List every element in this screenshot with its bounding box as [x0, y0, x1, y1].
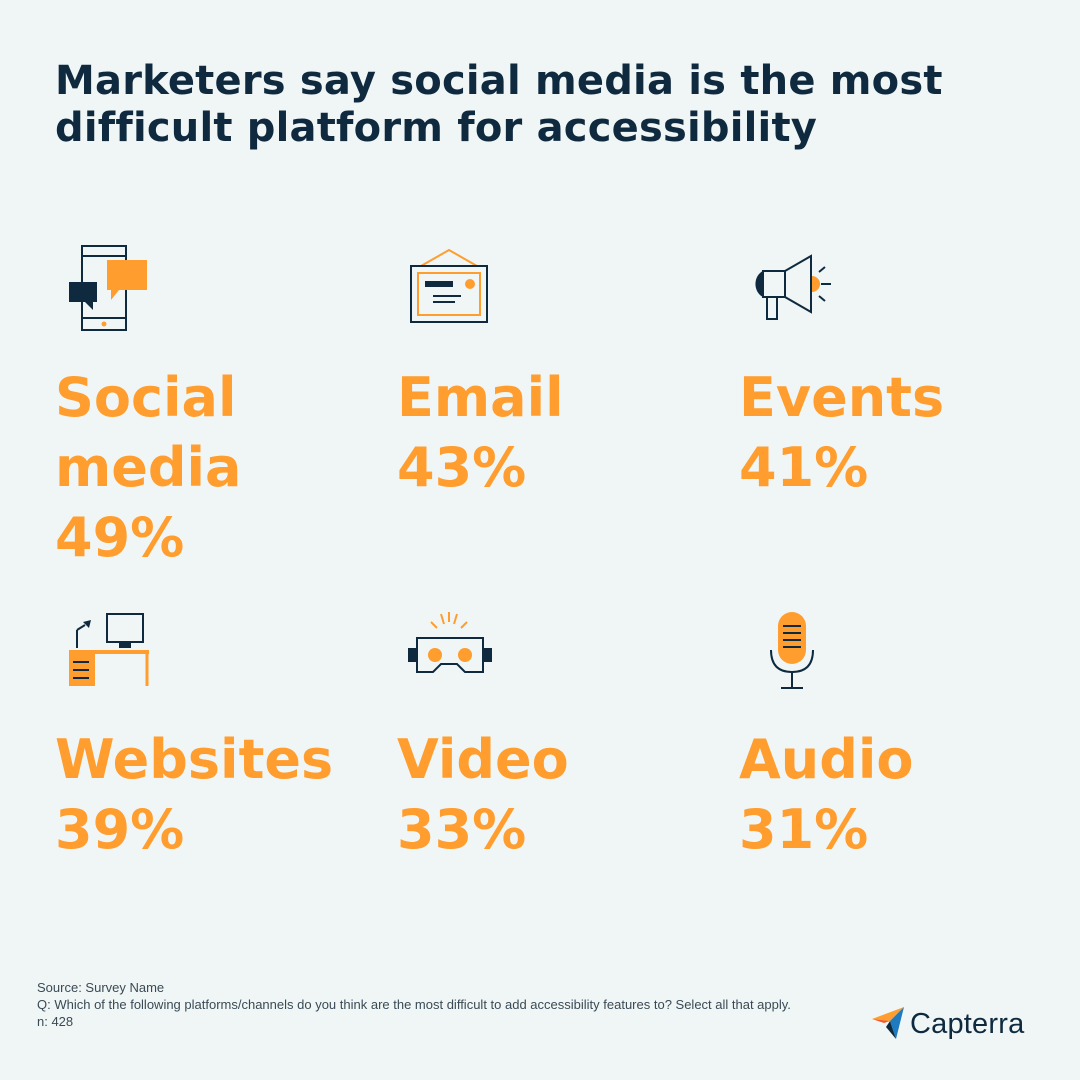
stat-percent: 43% [397, 436, 527, 499]
source-text: Source: Survey Name [37, 980, 165, 995]
stat-audio: Audio 31% [739, 600, 1069, 861]
source-footer: Source: Survey Name Q: Which of the foll… [37, 979, 837, 1030]
stat-events: Events 41% [739, 238, 1069, 499]
sample-size-text: n: 428 [37, 1014, 74, 1029]
desk-computer-icon [55, 600, 165, 700]
stat-websites: Websites 39% [55, 600, 385, 861]
question-text: Q: Which of the following platforms/chan… [37, 997, 791, 1012]
microphone-icon [739, 600, 849, 700]
stat-percent: 31% [739, 798, 869, 861]
envelope-icon [397, 238, 507, 338]
stat-video: Video 33% [397, 600, 727, 861]
stat-social-media: Social media 49% [55, 238, 385, 569]
stat-email: Email 43% [397, 238, 727, 499]
stat-label: Events [739, 366, 945, 429]
stat-label: Video [397, 728, 569, 791]
vr-headset-icon [397, 600, 507, 700]
page-title: Marketers say social media is the most d… [55, 58, 943, 151]
phone-chat-icon [55, 238, 165, 338]
stat-percent: 33% [397, 798, 527, 861]
capterra-arrow-icon [870, 1003, 906, 1045]
capterra-logo-text: Capterra [910, 1007, 1025, 1040]
stat-percent: 41% [739, 436, 869, 499]
stat-percent: 39% [55, 798, 185, 861]
megaphone-icon [739, 238, 849, 338]
stat-percent: 49% [55, 506, 185, 569]
stat-label: Email [397, 366, 564, 429]
stat-label: Websites [55, 728, 334, 791]
stat-label: Audio [739, 728, 914, 791]
stat-label: Social media [55, 366, 242, 499]
capterra-logo: Capterra [870, 1004, 1024, 1044]
